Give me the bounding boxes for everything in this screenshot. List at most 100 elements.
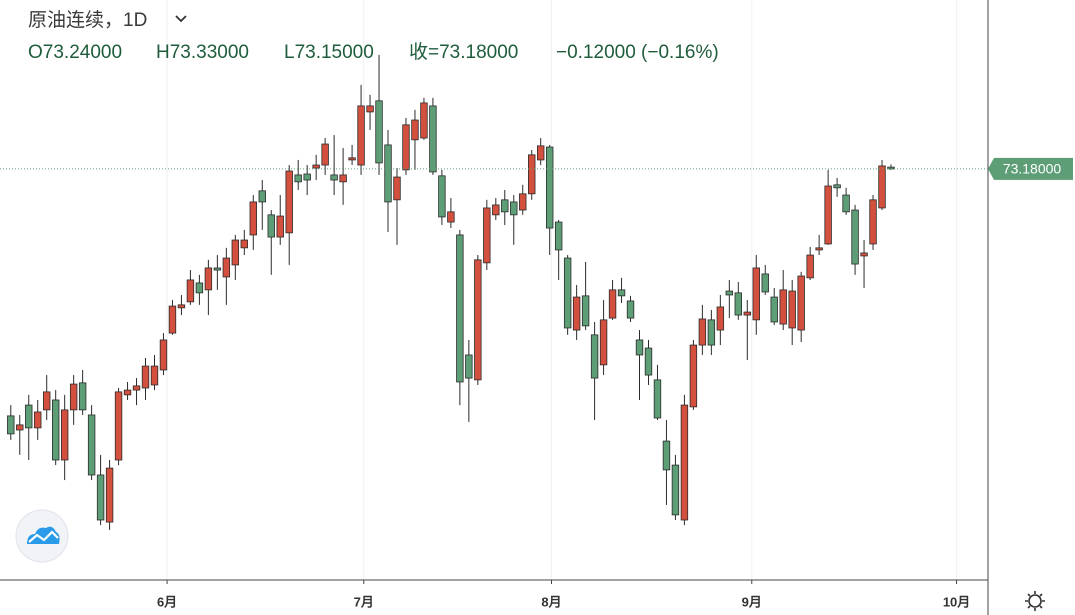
candle-body — [96, 474, 105, 521]
candle-body — [348, 157, 356, 161]
candle-body — [590, 334, 599, 379]
candle-body — [545, 146, 554, 229]
x-tick-label: 7月 — [354, 594, 374, 609]
interval-chevron[interactable] — [175, 15, 187, 23]
candle-body — [384, 144, 392, 203]
candles — [7, 54, 895, 530]
candle-body — [797, 275, 805, 331]
candle-body — [743, 311, 751, 316]
gear-teeth[interactable] — [1025, 591, 1045, 611]
x-tick-label: 9月 — [742, 594, 762, 609]
grid — [166, 0, 958, 580]
candle-body — [204, 267, 213, 291]
candle-body — [240, 239, 249, 249]
candle-body — [150, 365, 159, 386]
candle-body — [644, 347, 653, 376]
candle-body — [680, 404, 689, 521]
candle-body — [510, 201, 518, 216]
logo-line[interactable] — [28, 530, 59, 543]
last-price-tag — [988, 157, 1073, 180]
candle-body — [806, 254, 814, 279]
candle-body — [653, 379, 662, 419]
candle-body — [258, 190, 266, 203]
candle-body — [222, 257, 231, 278]
candle-body — [195, 282, 204, 294]
candle-body — [626, 300, 635, 319]
candle-body — [438, 175, 446, 218]
candle-body — [788, 290, 796, 329]
candle-body — [159, 339, 168, 371]
candle-body — [869, 199, 877, 245]
candle-body — [123, 389, 132, 396]
candle-body — [689, 344, 698, 408]
candle-body — [420, 102, 428, 139]
candle-body — [501, 199, 509, 213]
candle-body — [186, 279, 195, 303]
candle-body — [132, 385, 141, 391]
candle-body — [69, 383, 78, 411]
candle-body — [492, 204, 500, 216]
settings-icon[interactable] — [1025, 591, 1045, 611]
candle-body — [402, 124, 410, 171]
candle-body — [617, 289, 626, 297]
candle-body — [671, 464, 680, 516]
candle-body — [519, 193, 527, 211]
ohlc-high: H73.33000 — [156, 42, 249, 63]
candle-body — [7, 415, 15, 435]
candle-body — [752, 267, 760, 321]
chart-title: 原油连续，1D — [28, 9, 147, 31]
candle-body — [213, 267, 222, 271]
x-tick-label: 10月 — [943, 594, 970, 609]
candle-body — [78, 382, 87, 411]
candle-body — [815, 247, 823, 251]
logo[interactable] — [15, 509, 69, 563]
candle-body — [734, 292, 743, 316]
candle-body — [285, 170, 293, 234]
candle-body — [833, 184, 841, 189]
candle-body — [770, 296, 778, 323]
candle-body — [483, 207, 491, 264]
candle-body — [725, 290, 734, 296]
candle-body — [698, 318, 707, 346]
candle-body — [366, 105, 374, 113]
candle-body — [231, 239, 240, 266]
logo-cloud[interactable] — [27, 526, 60, 544]
candle-body — [860, 252, 868, 257]
candle-body — [375, 100, 383, 164]
candle-body — [878, 165, 886, 209]
candle-body — [465, 354, 473, 379]
candle-body — [321, 143, 329, 166]
ohlc-open: O73.24000 — [28, 42, 122, 63]
candle-body — [824, 185, 832, 245]
last-price-label: 73.18000 — [1003, 161, 1062, 177]
candle-body — [581, 295, 590, 327]
candle-body — [294, 174, 302, 183]
candle-body — [303, 173, 311, 181]
ohlc-low: L73.15000 — [284, 42, 374, 63]
gear-ring[interactable] — [1028, 594, 1042, 608]
candle-body — [312, 164, 320, 169]
candle-body — [635, 339, 644, 356]
candle-body — [411, 119, 419, 141]
candle-body — [393, 176, 401, 201]
candle-body — [16, 424, 24, 431]
candle-body — [456, 234, 464, 383]
candle-body — [779, 289, 787, 325]
x-tick-label: 6月 — [157, 594, 177, 609]
candle-body — [851, 209, 859, 265]
candle-body — [43, 391, 51, 411]
candle-body — [168, 305, 177, 334]
candle-body — [141, 365, 150, 389]
candle-body — [761, 273, 769, 293]
candle-body — [887, 166, 895, 170]
candle-body — [87, 414, 96, 476]
candle-body — [339, 174, 347, 183]
ohlc-close: 收=73.18000 — [409, 41, 518, 63]
candle-body — [60, 409, 69, 461]
x-tick-label: 8月 — [541, 594, 561, 609]
candle-body — [662, 440, 671, 471]
candle-body — [34, 411, 42, 429]
candle-body — [357, 105, 365, 166]
